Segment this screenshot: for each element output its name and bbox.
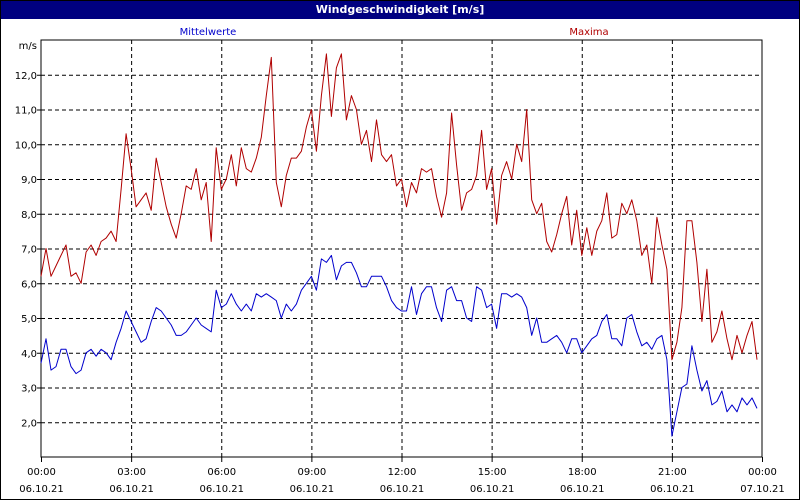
- y-axis-label: m/s: [19, 41, 37, 52]
- y-tick-label: 4,0: [21, 349, 37, 360]
- y-tick-label: 10,0: [15, 140, 37, 151]
- x-tick-date-label: 06.10.21: [650, 484, 695, 495]
- y-tick-label: 7,0: [21, 245, 37, 256]
- x-tick-date-label: 06.10.21: [380, 484, 425, 495]
- y-tick-label: 5,0: [21, 314, 37, 325]
- y-tick-label: 8,0: [21, 210, 37, 221]
- x-tick-time-label: 06:00: [207, 467, 236, 478]
- x-tick-time-label: 00:00: [27, 467, 56, 478]
- y-tick-label: 12,0: [15, 71, 37, 82]
- y-tick-label: 6,0: [21, 279, 37, 290]
- x-tick-date-label: 06.10.21: [470, 484, 515, 495]
- legend-maxima: Maxima: [569, 27, 608, 38]
- x-tick-date-label: 06.10.21: [560, 484, 605, 495]
- x-tick-date-label: 06.10.21: [19, 484, 64, 495]
- y-tick-label: 2,0: [21, 418, 37, 429]
- x-tick-time-label: 12:00: [388, 467, 417, 478]
- y-tick-label: 11,0: [15, 106, 37, 117]
- series-line-mittelwerte: [40, 254, 758, 437]
- x-tick-time-label: 00:00: [748, 467, 777, 478]
- x-tick-date-label: 06.10.21: [109, 484, 154, 495]
- x-tick-time-label: 09:00: [297, 467, 326, 478]
- x-tick-time-label: 15:00: [478, 467, 507, 478]
- x-tick-time-label: 21:00: [658, 467, 687, 478]
- x-tick-date-label: 06.10.21: [290, 484, 335, 495]
- x-tick-date-label: 07.10.21: [740, 484, 785, 495]
- plot-area: 2,0 3,0 4,0 5,0 6,0 7,0 8,0 9,0 10,0 11,0 12,0 m/s 0…: [1, 20, 799, 499]
- y-tick-label: 3,0: [21, 384, 37, 395]
- wind-speed-chart: 2,0 3,0 4,0 5,0 6,0 7,0 8,0 9,0 10,0 11,0 12,0 m/s 0…: [15, 27, 785, 495]
- series-line-maxima: [40, 53, 758, 361]
- x-tick-time-label: 18:00: [568, 467, 597, 478]
- y-tick-label: 9,0: [21, 175, 37, 186]
- legend-mittelwerte: Mittelwerte: [180, 27, 237, 38]
- chart-title: Windgeschwindigkeit [m/s]: [1, 1, 799, 19]
- x-tick-date-label: 06.10.21: [199, 484, 244, 495]
- x-tick-time-label: 03:00: [117, 467, 146, 478]
